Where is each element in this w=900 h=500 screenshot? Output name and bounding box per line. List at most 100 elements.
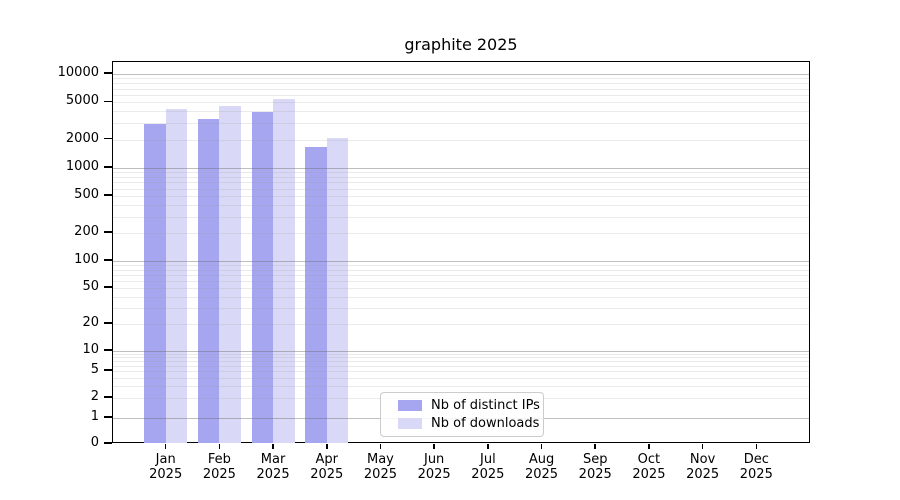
y-tick bbox=[104, 72, 112, 74]
x-tick-label: Jul 2025 bbox=[456, 452, 520, 482]
y-tick bbox=[104, 322, 112, 324]
x-tick-label: Apr 2025 bbox=[295, 452, 359, 482]
x-tick bbox=[540, 444, 543, 449]
x-tick-year: 2025 bbox=[417, 467, 451, 482]
x-tick-year: 2025 bbox=[578, 467, 612, 482]
x-tick-year: 2025 bbox=[471, 467, 505, 482]
y-tick-label: 10 bbox=[82, 342, 99, 357]
y-tick bbox=[104, 194, 112, 196]
x-tick-month: Dec bbox=[743, 452, 769, 467]
minor-gridline bbox=[113, 354, 809, 356]
x-tick-year: 2025 bbox=[363, 467, 397, 482]
x-tick-month: Apr bbox=[315, 452, 339, 467]
x-tick-year: 2025 bbox=[256, 467, 290, 482]
x-tick-month: Sep bbox=[582, 452, 608, 467]
legend: Nb of distinct IPs Nb of downloads bbox=[380, 392, 544, 437]
minor-gridline bbox=[113, 78, 809, 80]
x-tick bbox=[755, 444, 758, 449]
minor-gridline bbox=[113, 139, 809, 141]
x-tick bbox=[272, 444, 274, 449]
x-tick-year: 2025 bbox=[310, 467, 344, 482]
minor-gridline bbox=[113, 83, 809, 85]
minor-gridline bbox=[113, 172, 809, 174]
minor-gridline bbox=[113, 386, 809, 388]
x-tick-label: Jun 2025 bbox=[402, 452, 466, 482]
minor-gridline bbox=[113, 280, 809, 282]
x-tick-month: Jul bbox=[480, 452, 496, 467]
y-tick-label: 2000 bbox=[65, 130, 99, 146]
x-tick bbox=[379, 444, 382, 449]
major-gridline bbox=[113, 168, 809, 169]
minor-gridline bbox=[113, 88, 809, 90]
minor-gridline bbox=[113, 111, 809, 113]
legend-swatch bbox=[398, 400, 422, 411]
bar-distinct-ips bbox=[144, 123, 166, 443]
legend-swatch bbox=[398, 418, 422, 429]
legend-label: Nb of distinct IPs bbox=[431, 398, 540, 413]
minor-gridline bbox=[113, 274, 809, 276]
minor-gridline bbox=[113, 195, 809, 197]
x-tick-year: 2025 bbox=[686, 467, 720, 482]
y-tick-label: 5 bbox=[90, 362, 99, 378]
x-tick-month: Mar bbox=[260, 452, 286, 467]
x-tick-label: Feb 2025 bbox=[187, 452, 251, 482]
minor-gridline bbox=[113, 308, 809, 310]
y-tick-label: 0 bbox=[90, 435, 99, 450]
bar-downloads bbox=[326, 137, 349, 443]
minor-gridline bbox=[113, 288, 809, 290]
x-tick-label: Dec 2025 bbox=[724, 452, 788, 482]
y-tick-label: 500 bbox=[74, 186, 99, 202]
x-tick-month: Jun bbox=[423, 452, 445, 467]
y-tick-label: 50 bbox=[82, 279, 99, 295]
legend-item: Nb of downloads bbox=[398, 416, 539, 431]
x-tick bbox=[433, 444, 435, 449]
legend-item: Nb of distinct IPs bbox=[398, 398, 540, 413]
y-tick bbox=[104, 286, 112, 288]
x-tick bbox=[218, 444, 221, 449]
minor-gridline bbox=[113, 357, 809, 359]
y-tick bbox=[104, 349, 112, 351]
x-tick-year: 2025 bbox=[632, 467, 666, 482]
minor-gridline bbox=[113, 94, 809, 96]
major-gridline bbox=[113, 74, 809, 75]
y-tick bbox=[104, 259, 112, 261]
minor-gridline bbox=[113, 205, 809, 206]
x-tick-label: Nov 2025 bbox=[671, 452, 735, 482]
plot-area: Nb of distinct IPs Nb of downloads bbox=[112, 61, 810, 443]
bar-distinct-ips bbox=[305, 147, 327, 443]
x-tick-year: 2025 bbox=[524, 467, 559, 482]
x-tick-year: 2025 bbox=[202, 467, 236, 482]
minor-gridline bbox=[113, 177, 809, 178]
y-tick bbox=[104, 442, 112, 444]
x-tick-label: Jan 2025 bbox=[134, 452, 198, 482]
x-tick bbox=[164, 444, 167, 449]
minor-gridline bbox=[113, 233, 809, 234]
minor-gridline bbox=[113, 365, 809, 367]
minor-gridline bbox=[113, 371, 809, 373]
minor-gridline bbox=[113, 296, 809, 298]
minor-gridline bbox=[113, 265, 809, 267]
x-tick bbox=[648, 444, 650, 449]
y-tick-label: 5000 bbox=[65, 93, 99, 109]
bar-distinct-ips bbox=[197, 119, 220, 443]
y-tick-label: 100 bbox=[74, 252, 99, 267]
x-tick bbox=[326, 444, 328, 449]
minor-gridline bbox=[113, 377, 809, 379]
minor-gridline bbox=[113, 182, 809, 184]
y-tick bbox=[104, 166, 112, 168]
y-tick bbox=[104, 416, 112, 418]
y-tick-label: 1 bbox=[90, 409, 99, 424]
minor-gridline bbox=[113, 323, 809, 325]
minor-gridline bbox=[113, 188, 809, 190]
y-tick-label: 10000 bbox=[57, 65, 99, 80]
minor-gridline bbox=[113, 269, 809, 271]
x-tick-year: 2025 bbox=[149, 467, 183, 482]
major-gridline bbox=[113, 261, 809, 262]
y-tick-label: 2 bbox=[90, 388, 99, 404]
x-tick-month: Aug bbox=[528, 452, 555, 467]
major-gridline bbox=[113, 351, 809, 352]
x-tick-label: May 2025 bbox=[348, 452, 412, 482]
x-tick bbox=[594, 444, 596, 449]
y-tick bbox=[104, 369, 112, 371]
x-tick-label: Sep 2025 bbox=[563, 452, 627, 482]
